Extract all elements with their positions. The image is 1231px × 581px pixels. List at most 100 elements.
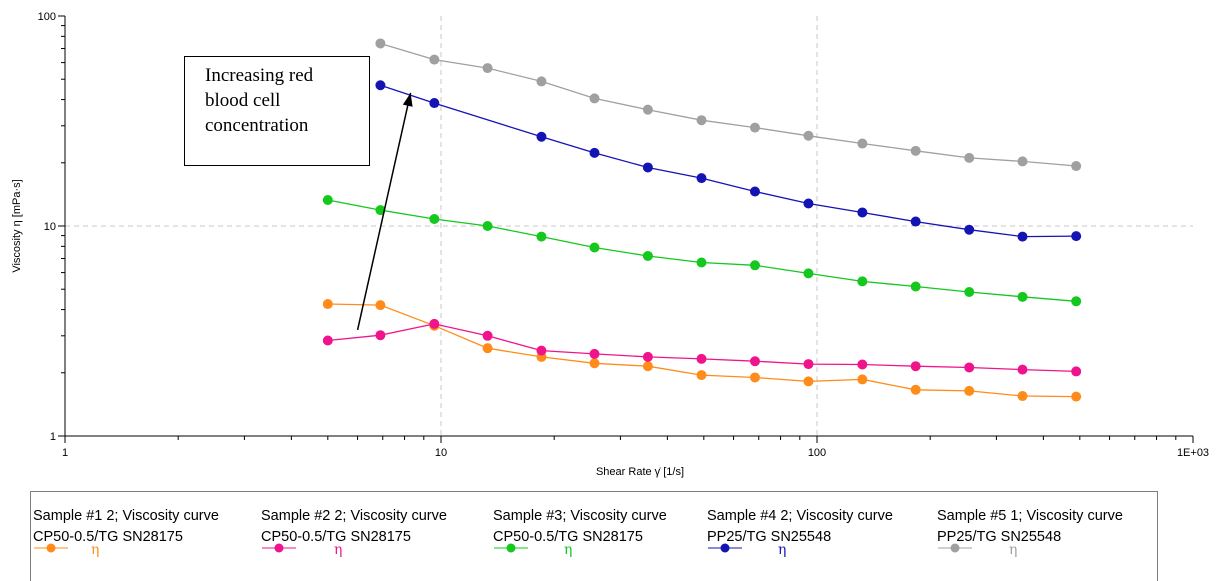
data-point	[749, 356, 760, 367]
y-tick-label: 100	[38, 11, 56, 23]
data-point	[857, 359, 868, 370]
data-point	[642, 250, 653, 261]
data-point	[536, 345, 547, 356]
annotation-arrow	[356, 92, 413, 331]
data-point	[375, 205, 386, 216]
data-point	[429, 98, 440, 109]
series-line	[327, 323, 1077, 373]
data-point	[482, 343, 493, 354]
x-axis-title: Shear Rate γ̇ [1/s]	[596, 466, 684, 478]
data-point	[964, 224, 975, 235]
data-point	[589, 93, 600, 104]
data-point	[1071, 296, 1082, 307]
data-point	[1071, 231, 1082, 242]
data-point	[375, 38, 386, 49]
x-tick-label: 100	[808, 447, 826, 459]
legend-marker-icon	[494, 543, 528, 553]
data-point	[749, 186, 760, 197]
data-point	[803, 130, 814, 141]
series-line	[327, 199, 1077, 302]
legend-series-subtitle: CP50-0.5/TG SN28175	[261, 529, 411, 545]
series-layer	[322, 38, 1082, 402]
data-point	[803, 198, 814, 209]
annotation-box: Increasing red blood cell concentration	[184, 56, 370, 166]
series-line	[380, 42, 1077, 167]
legend-series-name: Sample #3; Viscosity curve	[493, 508, 667, 524]
data-point	[857, 374, 868, 385]
legend-series-subtitle: PP25/TG SN25548	[707, 529, 832, 545]
data-point	[322, 335, 333, 346]
data-point	[1017, 156, 1028, 167]
legend-series-subtitle: CP50-0.5/TG SN28175	[493, 529, 643, 545]
data-point	[696, 115, 707, 126]
data-point	[696, 370, 707, 381]
legend-symbol: η	[1009, 542, 1018, 558]
legend-symbol: η	[564, 542, 573, 558]
data-point	[910, 145, 921, 156]
legend-symbol: η	[91, 542, 100, 558]
data-point	[1017, 231, 1028, 242]
data-point	[642, 361, 653, 372]
data-point	[429, 213, 440, 224]
data-point	[322, 299, 333, 310]
data-point	[536, 231, 547, 242]
legend-item: Sample #4 2; Viscosity curve PP25/TG SN2…	[707, 506, 939, 548]
data-point	[429, 318, 440, 329]
legend-series-subtitle: CP50-0.5/TG SN28175	[33, 529, 183, 545]
data-point	[803, 268, 814, 279]
legend-marker-icon	[708, 543, 742, 553]
legend-item: Sample #1 2; Viscosity curve CP50-0.5/TG…	[33, 506, 265, 548]
x-tick-label: 10	[435, 447, 447, 459]
data-point	[696, 257, 707, 268]
annotation-line: blood cell	[205, 90, 281, 111]
legend-item: Sample #2 2; Viscosity curve CP50-0.5/TG…	[261, 506, 493, 548]
legend-series-name: Sample #1 2; Viscosity curve	[33, 508, 219, 524]
annotation-line: Increasing red	[205, 65, 314, 86]
data-point	[1017, 291, 1028, 302]
data-point	[1017, 391, 1028, 402]
arrow-shaft	[356, 92, 412, 331]
legend-series-name: Sample #2 2; Viscosity curve	[261, 508, 447, 524]
data-point	[749, 260, 760, 271]
data-point	[696, 353, 707, 364]
series-3	[322, 194, 1082, 307]
data-point	[857, 138, 868, 149]
data-point	[589, 147, 600, 158]
data-point	[322, 194, 333, 205]
y-axis-title: Viscosity η [mPa·s]	[11, 179, 23, 272]
data-point	[642, 351, 653, 362]
legend-marker-icon	[938, 543, 972, 553]
data-point	[803, 376, 814, 387]
legend-marker-icon	[262, 543, 296, 553]
data-point	[375, 80, 386, 91]
data-point	[1071, 391, 1082, 402]
data-point	[482, 330, 493, 341]
data-point	[642, 104, 653, 115]
series-2	[322, 318, 1082, 377]
data-point	[429, 54, 440, 65]
data-point	[910, 384, 921, 395]
series-1	[322, 299, 1082, 402]
data-point	[964, 286, 975, 297]
grid-lines	[65, 16, 1193, 436]
data-point	[910, 361, 921, 372]
data-point	[803, 359, 814, 370]
data-point	[857, 276, 868, 287]
legend-item: Sample #5 1; Viscosity curve PP25/TG SN2…	[937, 506, 1169, 548]
legend-series-subtitle: PP25/TG SN25548	[937, 529, 1062, 545]
data-point	[696, 173, 707, 184]
data-point	[375, 300, 386, 311]
data-point	[964, 385, 975, 396]
series-line	[327, 303, 1077, 398]
y-tick-label: 10	[44, 221, 56, 233]
data-point	[536, 76, 547, 87]
data-point	[589, 358, 600, 369]
chart-legend: Sample #1 2; Viscosity curve CP50-0.5/TG…	[30, 491, 1158, 581]
arrowhead-icon	[402, 92, 413, 107]
series-5	[375, 38, 1082, 172]
data-point	[749, 372, 760, 383]
data-point	[482, 63, 493, 74]
legend-item: Sample #3; Viscosity curve CP50-0.5/TG S…	[493, 506, 725, 548]
legend-symbol: η	[778, 542, 787, 558]
data-point	[375, 330, 386, 341]
